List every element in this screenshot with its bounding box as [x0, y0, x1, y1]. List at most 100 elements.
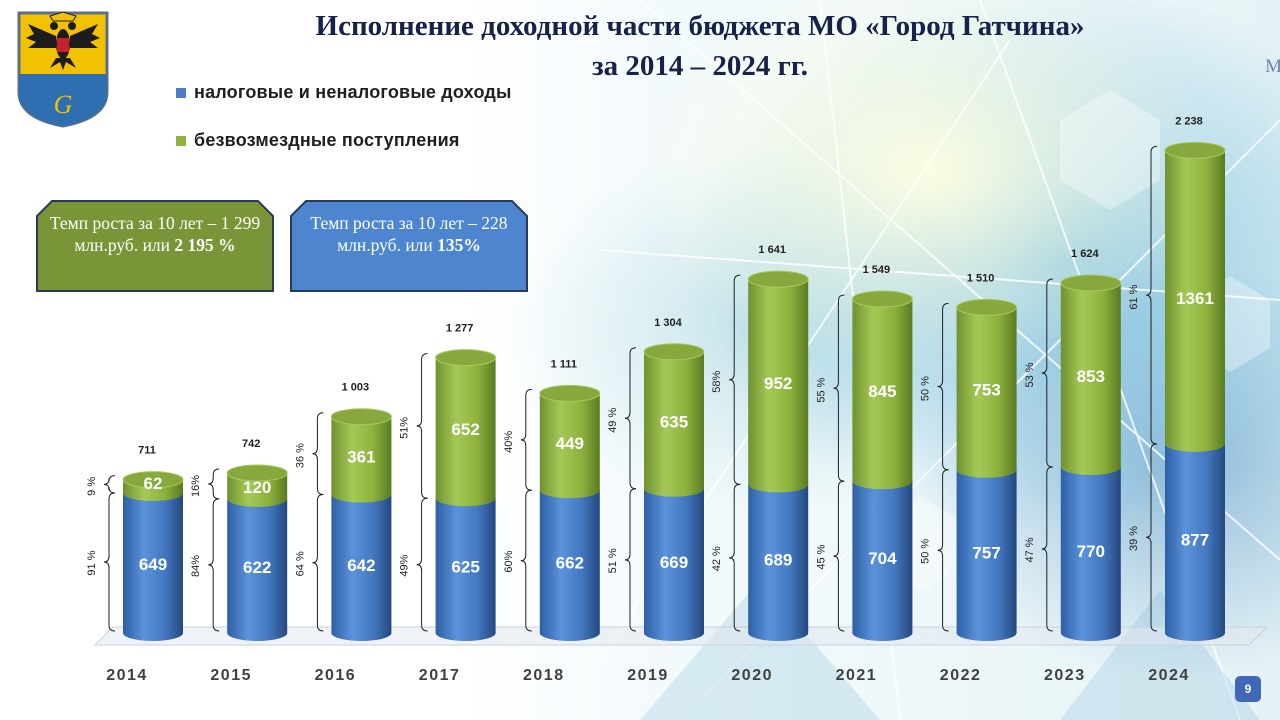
pct-label-grants-2022: 50 %	[920, 376, 932, 401]
total-label-2016: 1 003	[342, 382, 370, 394]
year-label-2020: 2020	[731, 667, 773, 684]
brace-tax-2019	[624, 488, 637, 632]
bar-tax-2023	[1060, 466, 1121, 641]
bar-top-2017	[435, 349, 497, 367]
total-label-2018: 1 111	[551, 358, 577, 370]
bar-top-2024	[1164, 141, 1226, 159]
brace-grants-2024	[1145, 145, 1158, 445]
brace-tax-2021	[833, 480, 845, 632]
bar-grants-2017	[435, 357, 496, 507]
page-number-badge: 9	[1235, 676, 1261, 702]
value-label-tax-2022: 757	[972, 543, 1000, 562]
bar-tax-2021	[852, 481, 913, 641]
bar-grants-2018	[539, 393, 600, 499]
total-label-2019: 1 304	[654, 317, 682, 329]
bar-tax-2017	[435, 498, 496, 641]
legend-item-tax: налоговые и неналоговые доходы	[176, 82, 512, 103]
bar-grants-2019	[644, 351, 704, 497]
pct-label-grants-2019: 49 %	[607, 408, 619, 433]
pct-label-tax-2022: 50 %	[920, 539, 932, 564]
value-label-grants-2024: 1361	[1176, 289, 1214, 308]
brace-grants-2014	[103, 475, 116, 494]
total-label-2023: 1 624	[1071, 248, 1099, 260]
legend-swatch-tax	[176, 87, 186, 98]
total-label-2021: 1 549	[863, 264, 891, 276]
value-label-tax-2023: 770	[1077, 542, 1105, 561]
year-label-2021: 2021	[836, 667, 878, 684]
slide-title: Исполнение доходной части бюджета МО «Го…	[150, 6, 1250, 86]
bar-grants-2015	[227, 472, 288, 507]
brace-grants-2021	[833, 294, 845, 482]
legend-swatch-grants	[176, 135, 186, 146]
pct-label-grants-2014: 9 %	[86, 477, 98, 496]
bar-top-2021	[851, 290, 913, 308]
brace-tax-2018	[520, 489, 532, 632]
pct-label-tax-2019: 51 %	[607, 548, 619, 573]
brace-tax-2023	[1041, 466, 1053, 632]
value-label-tax-2015: 622	[243, 558, 271, 577]
total-label-2020: 1 641	[758, 244, 786, 256]
city-coat-of-arms: G	[17, 11, 109, 128]
svg-text:G: G	[54, 90, 73, 119]
pct-label-grants-2016: 36 %	[294, 443, 306, 468]
bar-top-2015	[226, 464, 288, 482]
value-label-grants-2020: 952	[764, 374, 792, 393]
value-label-tax-2024: 877	[1181, 530, 1209, 549]
bar-top-2022	[956, 298, 1018, 316]
bar-grants-2016	[331, 416, 392, 503]
total-label-2015: 742	[242, 438, 260, 450]
value-label-grants-2017: 652	[451, 420, 479, 439]
value-label-grants-2016: 361	[347, 448, 375, 467]
pct-label-tax-2024: 39 %	[1128, 526, 1140, 551]
pct-label-tax-2015: 84%	[190, 555, 202, 577]
pct-label-grants-2017: 51%	[399, 417, 411, 439]
year-label-2024: 2024	[1148, 667, 1190, 684]
title-line-2: за 2014 – 2024 гг.	[592, 50, 808, 82]
pct-label-tax-2021: 45 %	[815, 544, 827, 569]
bar-top-2016	[330, 408, 392, 426]
brace-tax-2017	[416, 497, 428, 632]
pct-label-tax-2016: 64 %	[294, 551, 306, 576]
brace-grants-2023	[1041, 278, 1053, 468]
bar-grants-2023	[1060, 282, 1121, 475]
brace-tax-2014	[103, 492, 116, 632]
bar-grants-2024	[1165, 150, 1225, 452]
brace-grants-2017	[416, 353, 428, 499]
bar-tax-2015	[227, 498, 288, 642]
brace-grants-2022	[937, 302, 949, 471]
brace-tax-2024	[1145, 443, 1158, 632]
value-label-tax-2016: 642	[347, 556, 375, 575]
brace-grants-2015	[208, 468, 220, 500]
legend-label-grants: безвозмездные поступления	[194, 130, 460, 150]
pct-label-tax-2020: 42 %	[711, 546, 723, 571]
pct-label-grants-2020: 58%	[711, 371, 723, 393]
bar-top-2023	[1060, 274, 1122, 292]
year-label-2019: 2019	[627, 667, 669, 684]
total-label-2024: 2 238	[1175, 115, 1203, 127]
year-label-2015: 2015	[210, 667, 252, 684]
brace-tax-2020	[729, 483, 741, 632]
brace-grants-2020	[729, 274, 741, 485]
bar-top-2018	[539, 384, 601, 402]
brace-tax-2022	[937, 469, 949, 632]
year-label-2016: 2016	[315, 667, 357, 684]
value-label-grants-2021: 845	[868, 382, 896, 401]
year-label-2023: 2023	[1044, 667, 1086, 684]
title-line-1: Исполнение доходной части бюджета МО «Го…	[315, 10, 1085, 42]
year-label-2014: 2014	[106, 667, 148, 684]
bar-tax-2020	[748, 484, 809, 641]
year-label-2018: 2018	[523, 667, 565, 684]
corner-text: М	[1265, 56, 1280, 77]
bar-top-2014	[122, 471, 184, 489]
pct-label-grants-2015: 16%	[190, 475, 202, 497]
pct-label-tax-2017: 49%	[399, 554, 411, 576]
brace-tax-2016	[312, 494, 324, 632]
value-label-tax-2018: 662	[556, 554, 584, 573]
pct-label-tax-2018: 60%	[503, 550, 515, 572]
legend-label-tax: налоговые и неналоговые доходы	[194, 82, 512, 102]
total-label-2017: 1 277	[446, 323, 474, 335]
bar-grants-2022	[956, 307, 1017, 478]
